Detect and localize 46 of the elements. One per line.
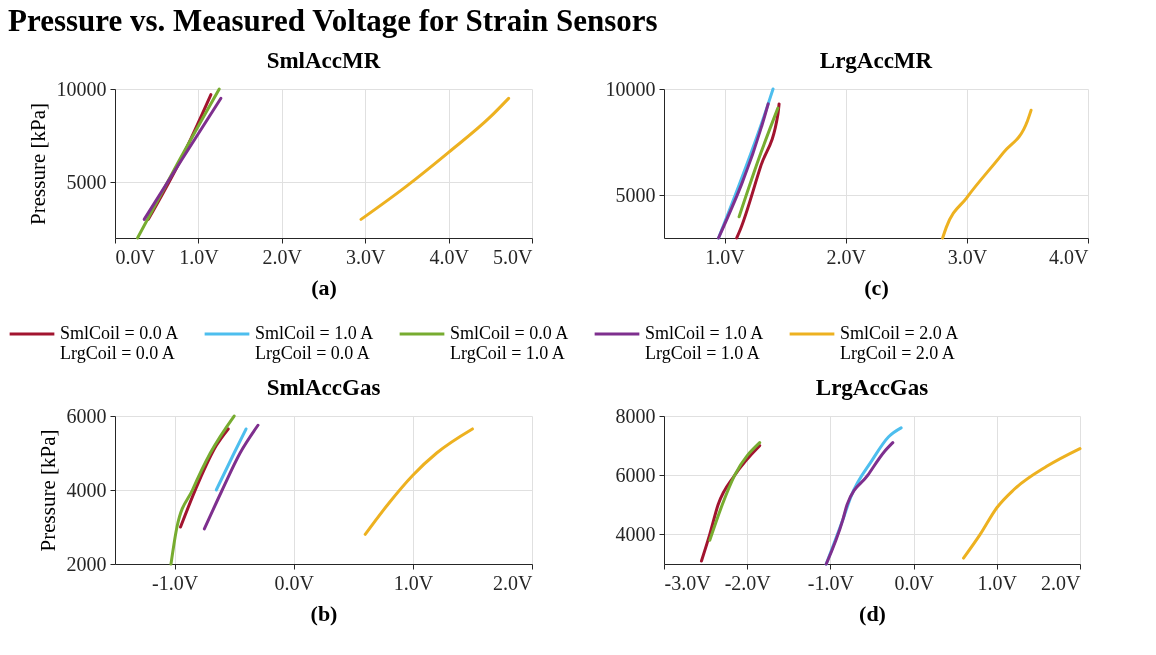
y-tick-label: 4000 — [66, 478, 107, 501]
x-tick-label: -1.0V — [152, 571, 199, 594]
legend-label: SmlCoil = 0.0 A LrgCoil = 1.0 A — [450, 323, 569, 363]
x-tick-label: 2.0V — [493, 571, 534, 594]
x-tick-label: 0.0V — [274, 571, 315, 594]
y-tick-label: 5000 — [615, 183, 656, 206]
legend-label: SmlCoil = 0.0 A LrgCoil = 0.0 A — [60, 323, 179, 363]
y-axis-title: Pressure [kPa] — [25, 103, 50, 225]
x-tick-label: -3.0V — [664, 571, 712, 594]
x-tick-label: 5.0V — [493, 245, 534, 268]
x-axis-title: (a) — [311, 274, 337, 300]
text: Pressure vs. Measured Voltage for Strain Sensors — [8, 3, 658, 38]
y-tick-label: 5000 — [66, 170, 107, 193]
x-tick-label: 2.0V — [826, 245, 867, 268]
legend-label: SmlCoil = 1.0 A LrgCoil = 0.0 A — [255, 323, 374, 363]
legend-label: SmlCoil = 1.0 A LrgCoil = 1.0 A — [645, 323, 764, 363]
x-tick-label: 0.0V — [115, 245, 156, 268]
chart-title: LrgAccMR — [819, 48, 933, 73]
y-tick-label: 4000 — [615, 522, 656, 545]
x-tick-label: -1.0V — [807, 571, 855, 594]
x-tick-label: 2.0V — [1041, 571, 1082, 594]
chart-title: LrgAccGas — [815, 375, 929, 400]
y-axis-title: Pressure [kPa] — [35, 429, 60, 552]
x-tick-label: 1.0V — [393, 571, 434, 594]
y-tick-label: 8000 — [615, 404, 656, 427]
x-tick-label: 1.0V — [977, 571, 1018, 594]
x-axis-title: (d) — [859, 600, 886, 626]
x-tick-label: -2.0V — [724, 571, 772, 594]
x-tick-label: 4.0V — [1049, 245, 1090, 268]
y-tick-label: 10000 — [605, 77, 656, 100]
x-tick-label: 1.0V — [179, 245, 220, 268]
x-tick-label: 2.0V — [262, 245, 303, 268]
x-axis-title: (c) — [864, 274, 889, 300]
x-tick-label: 3.0V — [947, 245, 988, 268]
y-tick-label: 10000 — [56, 77, 107, 100]
chart-title: SmlAccMR — [266, 48, 381, 73]
x-tick-label: 1.0V — [705, 245, 746, 268]
y-tick-label: 6000 — [66, 404, 107, 427]
y-tick-label: 2000 — [66, 552, 107, 575]
x-tick-label: 0.0V — [894, 571, 935, 594]
x-axis-title: (b) — [310, 600, 338, 626]
chart-title: SmlAccGas — [266, 375, 381, 400]
x-tick-label: 4.0V — [429, 245, 470, 268]
legend-label: SmlCoil = 2.0 A LrgCoil = 2.0 A — [840, 323, 959, 363]
y-tick-label: 6000 — [615, 463, 656, 486]
x-tick-label: 3.0V — [345, 245, 386, 268]
